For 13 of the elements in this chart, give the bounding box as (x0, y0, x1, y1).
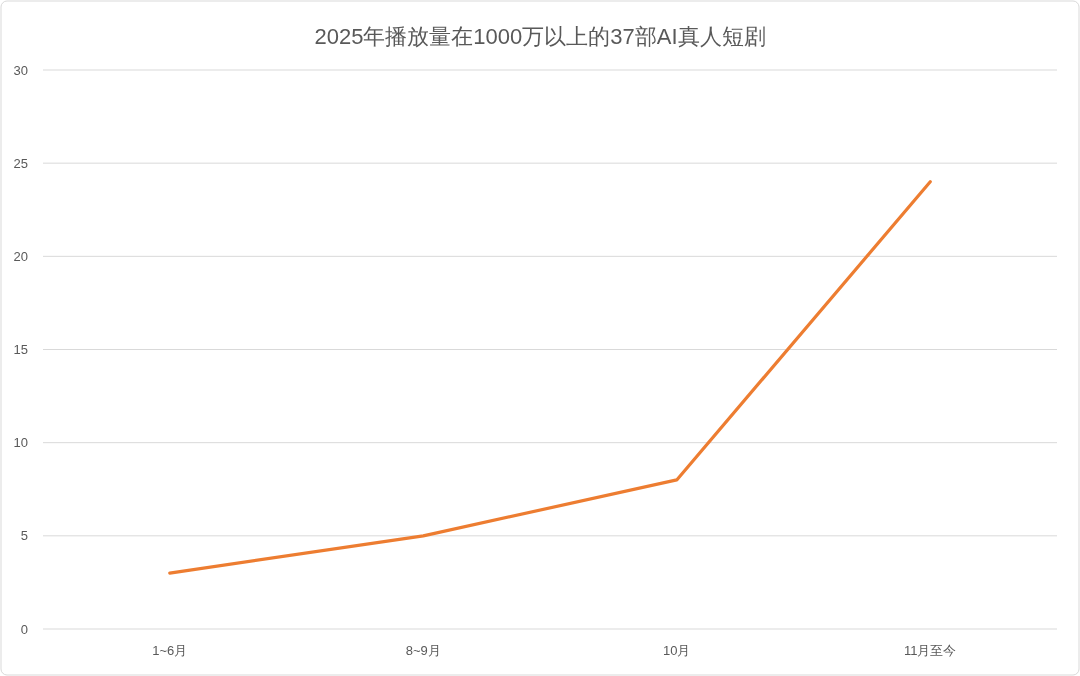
y-tick-label: 25 (13, 155, 28, 171)
x-tick-label: 1~6月 (152, 643, 188, 658)
y-tick-label: 10 (13, 435, 28, 451)
x-tick-label: 11月至今 (904, 643, 957, 658)
line-series (168, 180, 932, 575)
y-tick-label: 0 (20, 621, 28, 637)
y-tick-label: 30 (13, 62, 28, 78)
x-tick-label: 8~9月 (405, 643, 441, 658)
y-tick-label: 5 (20, 528, 28, 544)
chart-title: 2025年播放量在1000万以上的37部AI真人短剧 (314, 24, 766, 49)
y-tick-label: 15 (13, 342, 28, 358)
y-tick-label: 20 (13, 248, 28, 264)
x-tick-label: 10月 (663, 643, 691, 658)
